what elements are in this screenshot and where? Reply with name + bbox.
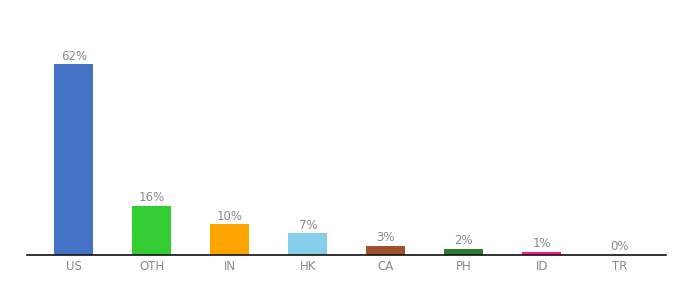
Text: 62%: 62%	[61, 50, 87, 62]
Bar	[522, 252, 561, 255]
Bar	[444, 249, 483, 255]
Text: 3%: 3%	[377, 231, 395, 244]
Bar	[367, 246, 405, 255]
Bar	[210, 224, 250, 255]
Bar	[133, 206, 171, 255]
Text: 7%: 7%	[299, 219, 317, 232]
Text: 16%: 16%	[139, 191, 165, 204]
Text: 1%: 1%	[532, 237, 551, 250]
Bar	[288, 233, 327, 255]
Text: 10%: 10%	[217, 210, 243, 223]
Text: 2%: 2%	[454, 234, 473, 247]
Bar	[54, 64, 93, 255]
Text: 0%: 0%	[611, 241, 629, 254]
